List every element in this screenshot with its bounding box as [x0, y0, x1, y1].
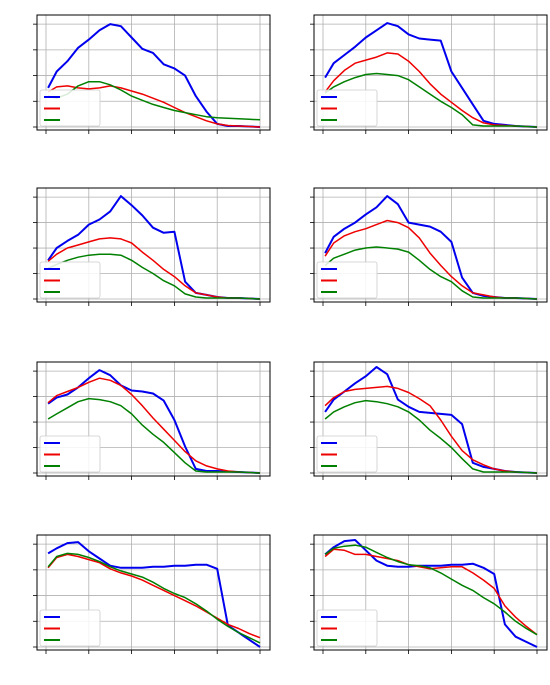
axes-frame	[313, 187, 548, 303]
series-line-green	[324, 399, 538, 474]
series-line-red	[47, 553, 261, 639]
axes-frame	[36, 534, 271, 651]
chart-panel-1	[33, 14, 271, 134]
chart-panel-2	[310, 14, 548, 134]
series-line-blue	[47, 541, 261, 648]
chart-panel-4	[310, 187, 548, 306]
series-line-green	[324, 246, 538, 300]
axes-frame	[313, 14, 548, 131]
legend-box	[39, 261, 101, 299]
chart-panel-6	[310, 361, 548, 480]
series-line-green	[47, 552, 261, 644]
legend-box	[39, 435, 101, 473]
series-line-green	[47, 253, 261, 300]
axes-frame	[36, 14, 271, 131]
series-line-green	[47, 80, 261, 121]
series-line-green	[47, 397, 261, 474]
axes-frame	[313, 361, 548, 477]
legend-box	[39, 89, 101, 127]
chart-panel-8	[310, 534, 548, 654]
series-line-blue	[324, 539, 538, 648]
series-line-red	[47, 85, 261, 128]
legend-box	[316, 609, 378, 647]
axes-frame	[36, 187, 271, 303]
series-line-red	[324, 385, 538, 474]
legend-box	[316, 261, 378, 299]
series-line-green	[324, 544, 538, 636]
legend-box	[316, 435, 378, 473]
chart-panel-5	[33, 361, 271, 480]
chart-panel-7	[33, 534, 271, 654]
series-line-red	[47, 377, 261, 474]
series-line-red	[324, 548, 538, 636]
legend-box	[39, 609, 101, 647]
axes-frame	[313, 534, 548, 651]
series-line-green	[324, 72, 538, 128]
chart-panel-3	[33, 187, 271, 306]
axes-frame	[36, 361, 271, 477]
legend-box	[316, 89, 378, 127]
